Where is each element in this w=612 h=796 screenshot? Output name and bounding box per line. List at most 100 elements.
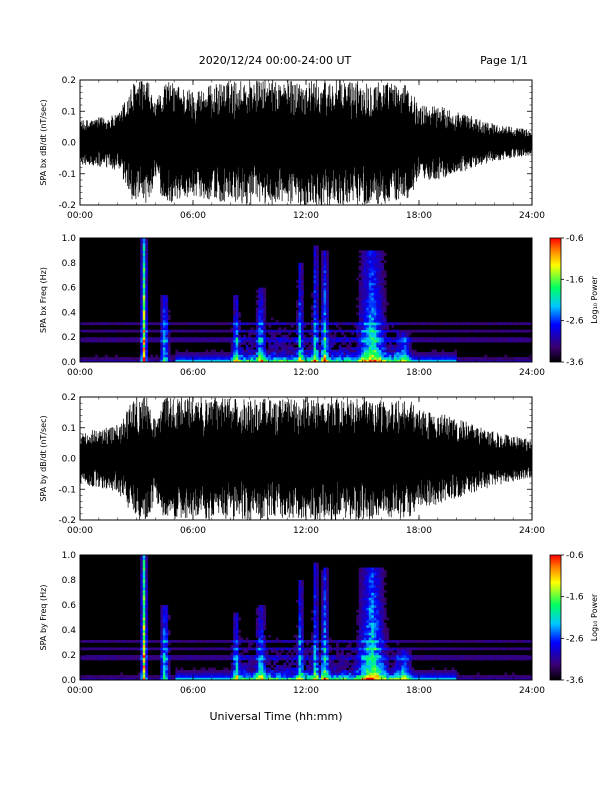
spectrogram-cell — [374, 317, 377, 320]
spectrogram-cell — [374, 283, 377, 286]
spectrogram-cell — [268, 337, 271, 340]
spectrogram-cell — [356, 620, 359, 623]
spectrogram-cell — [376, 350, 379, 353]
spectrogram-cell — [329, 668, 332, 671]
spectrogram-cell — [316, 310, 319, 313]
spectrogram-cell — [238, 337, 241, 340]
spectrogram-cell — [246, 337, 249, 340]
spectrogram-cell — [404, 335, 407, 338]
spectrogram-cell — [329, 332, 332, 335]
spectrogram-cell — [105, 655, 108, 658]
spectrogram-cell — [123, 357, 126, 360]
spectrogram-cell — [263, 625, 266, 628]
spectrogram-cell — [376, 347, 379, 350]
spectrogram-cell — [185, 655, 188, 658]
spectrogram-cell — [298, 268, 301, 271]
spectrogram-cell — [165, 350, 168, 353]
spectrogram-cell — [442, 357, 445, 360]
spectrogram-cell — [364, 278, 367, 281]
spectrogram-cell — [479, 340, 482, 343]
spectrogram-cell — [253, 660, 256, 663]
spectrogram-cell — [324, 670, 327, 673]
spectrogram-cell — [376, 580, 379, 583]
spectrogram-cell — [419, 337, 422, 340]
spectrogram-cell — [321, 600, 324, 603]
spectrogram-cell — [379, 670, 382, 673]
spectrogram-cell — [359, 275, 362, 278]
spectrogram-cell — [331, 357, 334, 360]
spectrogram-cell — [381, 660, 384, 663]
spectrogram-cell — [276, 665, 279, 668]
spectrogram-cell — [261, 615, 264, 618]
spectrogram-cell — [261, 293, 264, 296]
spectrogram-cell — [366, 623, 369, 626]
spectrogram-cell — [301, 263, 304, 266]
spectrogram-cell — [253, 342, 256, 345]
spectrogram-cell — [306, 670, 309, 673]
spectrogram-cell — [316, 598, 319, 601]
spectrogram-cell — [361, 265, 364, 268]
spectrogram-cell — [314, 260, 317, 263]
spectrogram-cell — [371, 575, 374, 578]
spectrogram-cell — [326, 600, 329, 603]
spectrogram-cell — [326, 320, 329, 323]
spectrogram-cell — [190, 673, 193, 676]
spectrogram-cell — [364, 633, 367, 636]
spectrogram-cell — [301, 290, 304, 293]
spectrogram-cell — [336, 655, 339, 658]
spectrogram-cell — [293, 342, 296, 345]
spectrogram-cell — [409, 342, 412, 345]
spectrogram-cell — [268, 658, 271, 661]
spectrogram-cell — [298, 322, 301, 325]
spectrogram-cell — [364, 608, 367, 611]
spectrogram-cell — [263, 305, 266, 308]
spectrogram-cell — [324, 350, 327, 353]
spectrogram-cell — [381, 638, 384, 641]
spectrogram-cell — [271, 650, 274, 653]
spectrogram-cell — [203, 355, 206, 358]
spectrogram-cell — [311, 305, 314, 308]
spectrogram-cell — [298, 590, 301, 593]
spectrogram-cell — [143, 268, 146, 271]
spectrogram-cell — [218, 675, 221, 678]
spectrogram-cell — [314, 565, 317, 568]
spectrogram-cell — [474, 340, 477, 343]
spectrogram-cell — [248, 322, 251, 325]
spectrogram-cell — [165, 660, 168, 663]
spectrogram-cell — [329, 330, 332, 333]
spectrogram-cell — [165, 315, 168, 318]
spectrogram-cell — [201, 640, 204, 643]
spectrogram-cell — [356, 645, 359, 648]
spectrogram-cell — [281, 342, 284, 345]
spectrogram-cell — [376, 268, 379, 271]
spectrogram-cell — [331, 670, 334, 673]
spectrogram-cell — [175, 640, 178, 643]
spectrogram-cell — [268, 675, 271, 678]
spectrogram-cell — [281, 357, 284, 360]
spectrogram-cell — [316, 663, 319, 666]
spectrogram-cell — [424, 357, 427, 360]
spectrogram-cell — [188, 352, 191, 355]
spectrogram-cell — [158, 340, 161, 343]
spectrogram-cell — [334, 322, 337, 325]
spectrogram-cell — [454, 350, 457, 353]
spectrogram-cell — [301, 340, 304, 343]
spectrogram-cell — [369, 640, 372, 643]
spectrogram-cell — [339, 337, 342, 340]
spectrogram-cell — [379, 288, 382, 291]
spectrogram-cell — [314, 595, 317, 598]
spectrogram-cell — [233, 618, 236, 621]
spectrogram-cell — [314, 620, 317, 623]
spectrogram-cell — [469, 322, 472, 325]
spectrogram-cell — [316, 633, 319, 636]
spectrogram-cell — [316, 270, 319, 273]
spectrogram-cell — [324, 270, 327, 273]
spectrogram-cell — [226, 673, 229, 676]
spectrogram-cell — [507, 337, 510, 340]
spectrogram-cell — [110, 648, 113, 651]
spectrogram-cell — [324, 570, 327, 573]
spectrogram-cell — [374, 315, 377, 318]
spectrogram-cell — [324, 355, 327, 358]
spectrogram-cell — [326, 630, 329, 633]
spectrogram-cell — [316, 302, 319, 305]
